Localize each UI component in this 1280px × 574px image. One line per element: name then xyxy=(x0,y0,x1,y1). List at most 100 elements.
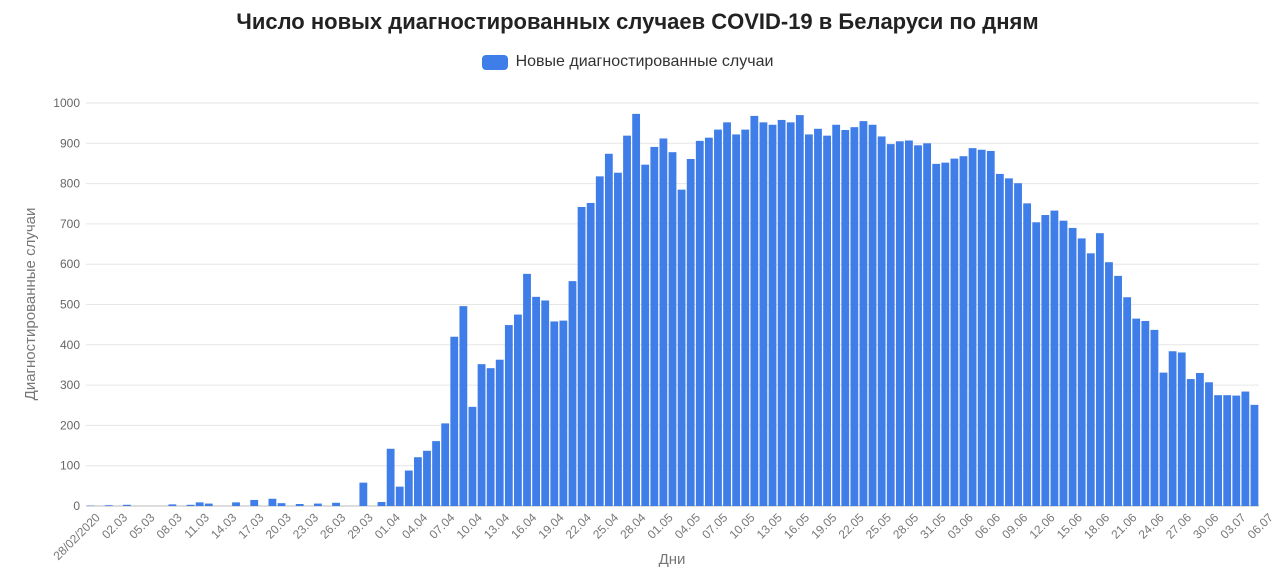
bar[interactable] xyxy=(995,173,1004,506)
bar[interactable] xyxy=(377,501,386,506)
bar[interactable] xyxy=(632,113,641,506)
bar[interactable] xyxy=(1223,395,1232,506)
bar[interactable] xyxy=(941,162,950,506)
bar[interactable] xyxy=(786,122,795,506)
bar[interactable] xyxy=(404,470,413,506)
bar[interactable] xyxy=(841,130,850,506)
bar[interactable] xyxy=(641,164,650,506)
bar[interactable] xyxy=(477,364,486,506)
bar[interactable] xyxy=(959,156,968,506)
bar[interactable] xyxy=(1205,382,1213,506)
bar[interactable] xyxy=(413,457,422,506)
bar[interactable] xyxy=(814,128,822,507)
bar[interactable] xyxy=(459,306,468,506)
bar[interactable] xyxy=(268,498,277,506)
bar[interactable] xyxy=(804,134,813,506)
bar[interactable] xyxy=(386,448,395,506)
bar[interactable] xyxy=(732,134,741,506)
bar[interactable] xyxy=(1068,227,1077,506)
bar[interactable] xyxy=(832,124,841,506)
bar[interactable] xyxy=(1023,203,1032,506)
bar[interactable] xyxy=(104,505,113,506)
bar[interactable] xyxy=(1168,351,1177,506)
bar[interactable] xyxy=(595,176,604,506)
bar[interactable] xyxy=(295,503,304,506)
bar[interactable] xyxy=(1232,395,1241,506)
bar[interactable] xyxy=(795,115,804,506)
legend[interactable]: Новые диагностированные случаи xyxy=(0,53,1255,71)
bar[interactable] xyxy=(1123,297,1132,506)
bar[interactable] xyxy=(750,115,759,507)
bar[interactable] xyxy=(1050,210,1059,506)
bar[interactable] xyxy=(1150,329,1159,506)
bar[interactable] xyxy=(604,153,613,506)
bar[interactable] xyxy=(968,148,977,506)
bar[interactable] xyxy=(677,189,686,506)
bar[interactable] xyxy=(232,502,240,506)
bar[interactable] xyxy=(250,499,259,506)
bar[interactable] xyxy=(850,127,859,507)
bar[interactable] xyxy=(568,281,577,506)
bar[interactable] xyxy=(704,137,713,506)
bar[interactable] xyxy=(1005,178,1013,507)
bar[interactable] xyxy=(886,144,895,507)
bar[interactable] xyxy=(986,150,995,506)
bar[interactable] xyxy=(1177,352,1186,506)
bar[interactable] xyxy=(486,368,495,506)
bar[interactable] xyxy=(423,450,431,506)
bar[interactable] xyxy=(559,320,568,506)
bar[interactable] xyxy=(1241,391,1250,506)
bar[interactable] xyxy=(577,206,586,506)
bar[interactable] xyxy=(1195,373,1204,506)
bar[interactable] xyxy=(586,202,595,506)
bar[interactable] xyxy=(823,135,831,506)
bar[interactable] xyxy=(332,502,340,506)
bar[interactable] xyxy=(532,296,541,506)
bar[interactable] xyxy=(905,140,913,507)
bar[interactable] xyxy=(1077,238,1086,506)
bar[interactable] xyxy=(777,119,786,507)
bar[interactable] xyxy=(504,325,513,506)
bar[interactable] xyxy=(204,503,213,506)
bar[interactable] xyxy=(277,503,286,506)
bar[interactable] xyxy=(1105,262,1113,506)
bar[interactable] xyxy=(1032,222,1041,507)
bar[interactable] xyxy=(1250,404,1259,506)
bar[interactable] xyxy=(541,300,550,506)
bar[interactable] xyxy=(868,124,877,506)
bar[interactable] xyxy=(650,146,659,506)
bar[interactable] xyxy=(932,163,941,506)
bar[interactable] xyxy=(659,138,668,506)
bar[interactable] xyxy=(1041,215,1050,506)
bar[interactable] xyxy=(614,172,622,506)
bar[interactable] xyxy=(686,159,695,506)
bar[interactable] xyxy=(1132,318,1141,506)
bar[interactable] xyxy=(950,158,959,507)
bar[interactable] xyxy=(1095,233,1104,507)
bar[interactable] xyxy=(723,122,731,506)
bar[interactable] xyxy=(977,149,986,506)
bar[interactable] xyxy=(450,336,459,506)
bar[interactable] xyxy=(714,129,722,506)
bar[interactable] xyxy=(432,441,440,506)
bar[interactable] xyxy=(1186,379,1195,506)
bar[interactable] xyxy=(359,482,368,506)
bar[interactable] xyxy=(1059,220,1068,506)
bar[interactable] xyxy=(859,121,868,506)
bar[interactable] xyxy=(1214,395,1222,506)
bar[interactable] xyxy=(914,145,922,506)
bar[interactable] xyxy=(514,314,522,506)
bar[interactable] xyxy=(523,273,531,506)
bar[interactable] xyxy=(741,129,750,506)
bar[interactable] xyxy=(313,503,322,506)
bar[interactable] xyxy=(1159,372,1168,506)
bar[interactable] xyxy=(923,143,932,507)
bar[interactable] xyxy=(759,122,768,506)
bar[interactable] xyxy=(668,152,677,507)
bar[interactable] xyxy=(395,486,404,506)
bar[interactable] xyxy=(495,359,504,506)
bar[interactable] xyxy=(623,135,631,506)
bar[interactable] xyxy=(1014,183,1022,506)
bar[interactable] xyxy=(195,502,204,506)
bar[interactable] xyxy=(695,140,704,506)
